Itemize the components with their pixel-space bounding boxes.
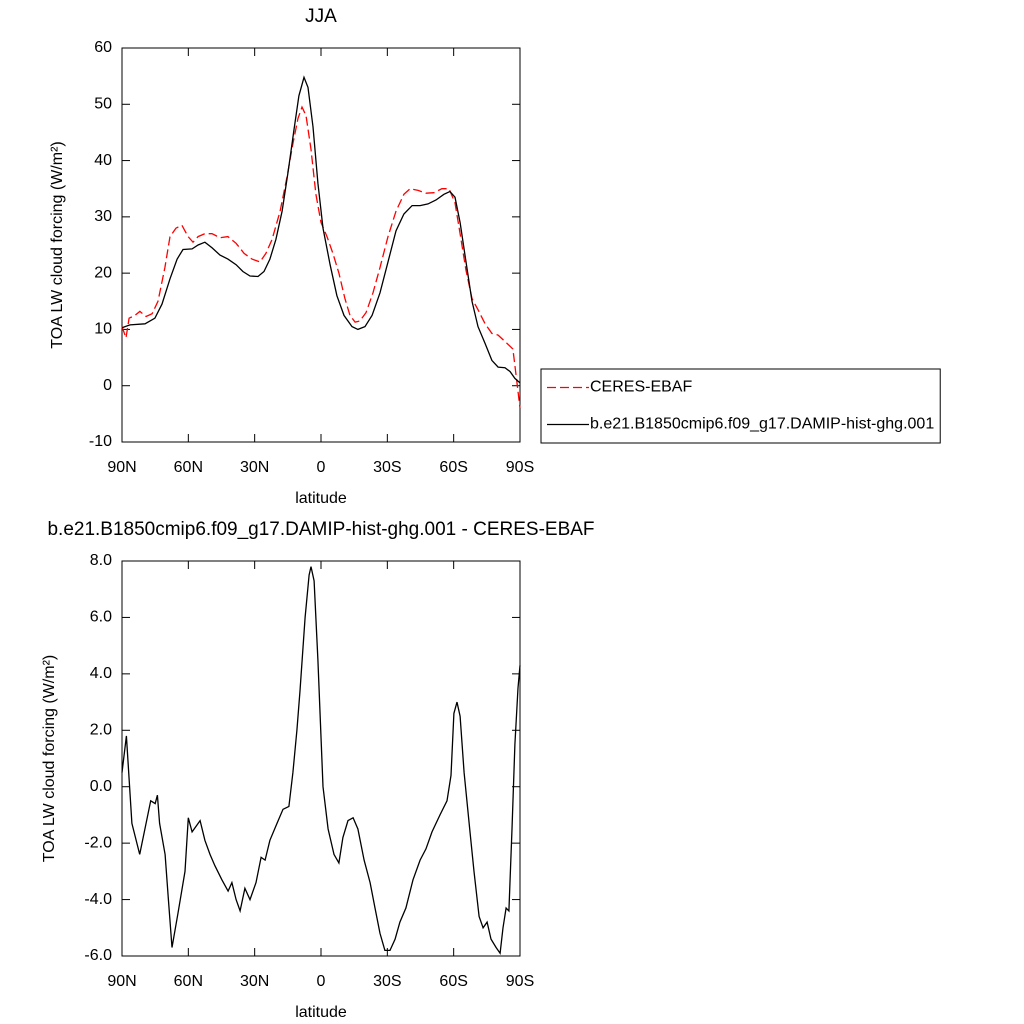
x-tick-label: 60S — [439, 973, 467, 990]
chart-title: b.e21.B1850cmip6.f09_g17.DAMIP-hist-ghg.… — [47, 519, 594, 540]
x-tick-label: 90N — [107, 459, 136, 476]
y-tick-label: 8.0 — [90, 552, 112, 569]
y-axis-label: TOA LW cloud forcing (W/m²) — [49, 141, 66, 348]
x-tick-label: 90S — [506, 459, 534, 476]
y-tick-label: 10 — [94, 321, 112, 338]
plot-frame — [121, 560, 521, 957]
plot-frame — [121, 47, 521, 443]
y-tick-label: -10 — [89, 433, 112, 450]
y-tick-label: 6.0 — [90, 609, 112, 626]
x-tick-label: 0 — [317, 973, 326, 990]
x-tick-label: 30N — [240, 459, 269, 476]
y-tick-label: 2.0 — [90, 722, 112, 739]
y-tick-label: 0.0 — [90, 778, 112, 795]
x-tick-label: 60N — [174, 459, 203, 476]
y-tick-label: 40 — [94, 152, 112, 169]
legend: CERES-EBAF b.e21.B1850cmip6.f09_g17.DAMIP… — [540, 368, 941, 444]
y-tick-label: 4.0 — [90, 665, 112, 682]
y-axis-label: TOA LW cloud forcing (W/m²) — [41, 655, 58, 862]
data-line — [121, 566, 521, 955]
y-tick-label: -4.0 — [84, 891, 112, 908]
x-tick-label: 30S — [373, 459, 401, 476]
y-tick-label: -2.0 — [84, 834, 112, 851]
chart-title: JJA — [305, 6, 337, 27]
x-tick-label: 60N — [174, 973, 203, 990]
x-tick-label: 60S — [439, 459, 467, 476]
y-tick-label: -6.0 — [84, 947, 112, 964]
x-tick-label: 90N — [107, 973, 136, 990]
x-tick-label: 30N — [240, 973, 269, 990]
data-line — [121, 105, 521, 409]
y-tick-label: 50 — [94, 96, 112, 113]
x-tick-label: 0 — [317, 459, 326, 476]
x-tick-label: 30S — [373, 973, 401, 990]
legend-label: CERES-EBAF — [590, 379, 692, 396]
x-axis-label: latitude — [295, 490, 347, 507]
y-tick-label: 0 — [103, 377, 112, 394]
legend-label: b.e21.B1850cmip6.f09_g17.DAMIP-hist-ghg.… — [590, 416, 934, 433]
y-tick-label: 60 — [94, 39, 112, 56]
y-tick-label: 20 — [94, 264, 112, 281]
legend-frame — [540, 368, 941, 444]
x-tick-label: 90S — [506, 973, 534, 990]
x-axis-label: latitude — [295, 1004, 347, 1021]
y-tick-label: 30 — [94, 208, 112, 225]
data-line — [121, 75, 521, 384]
